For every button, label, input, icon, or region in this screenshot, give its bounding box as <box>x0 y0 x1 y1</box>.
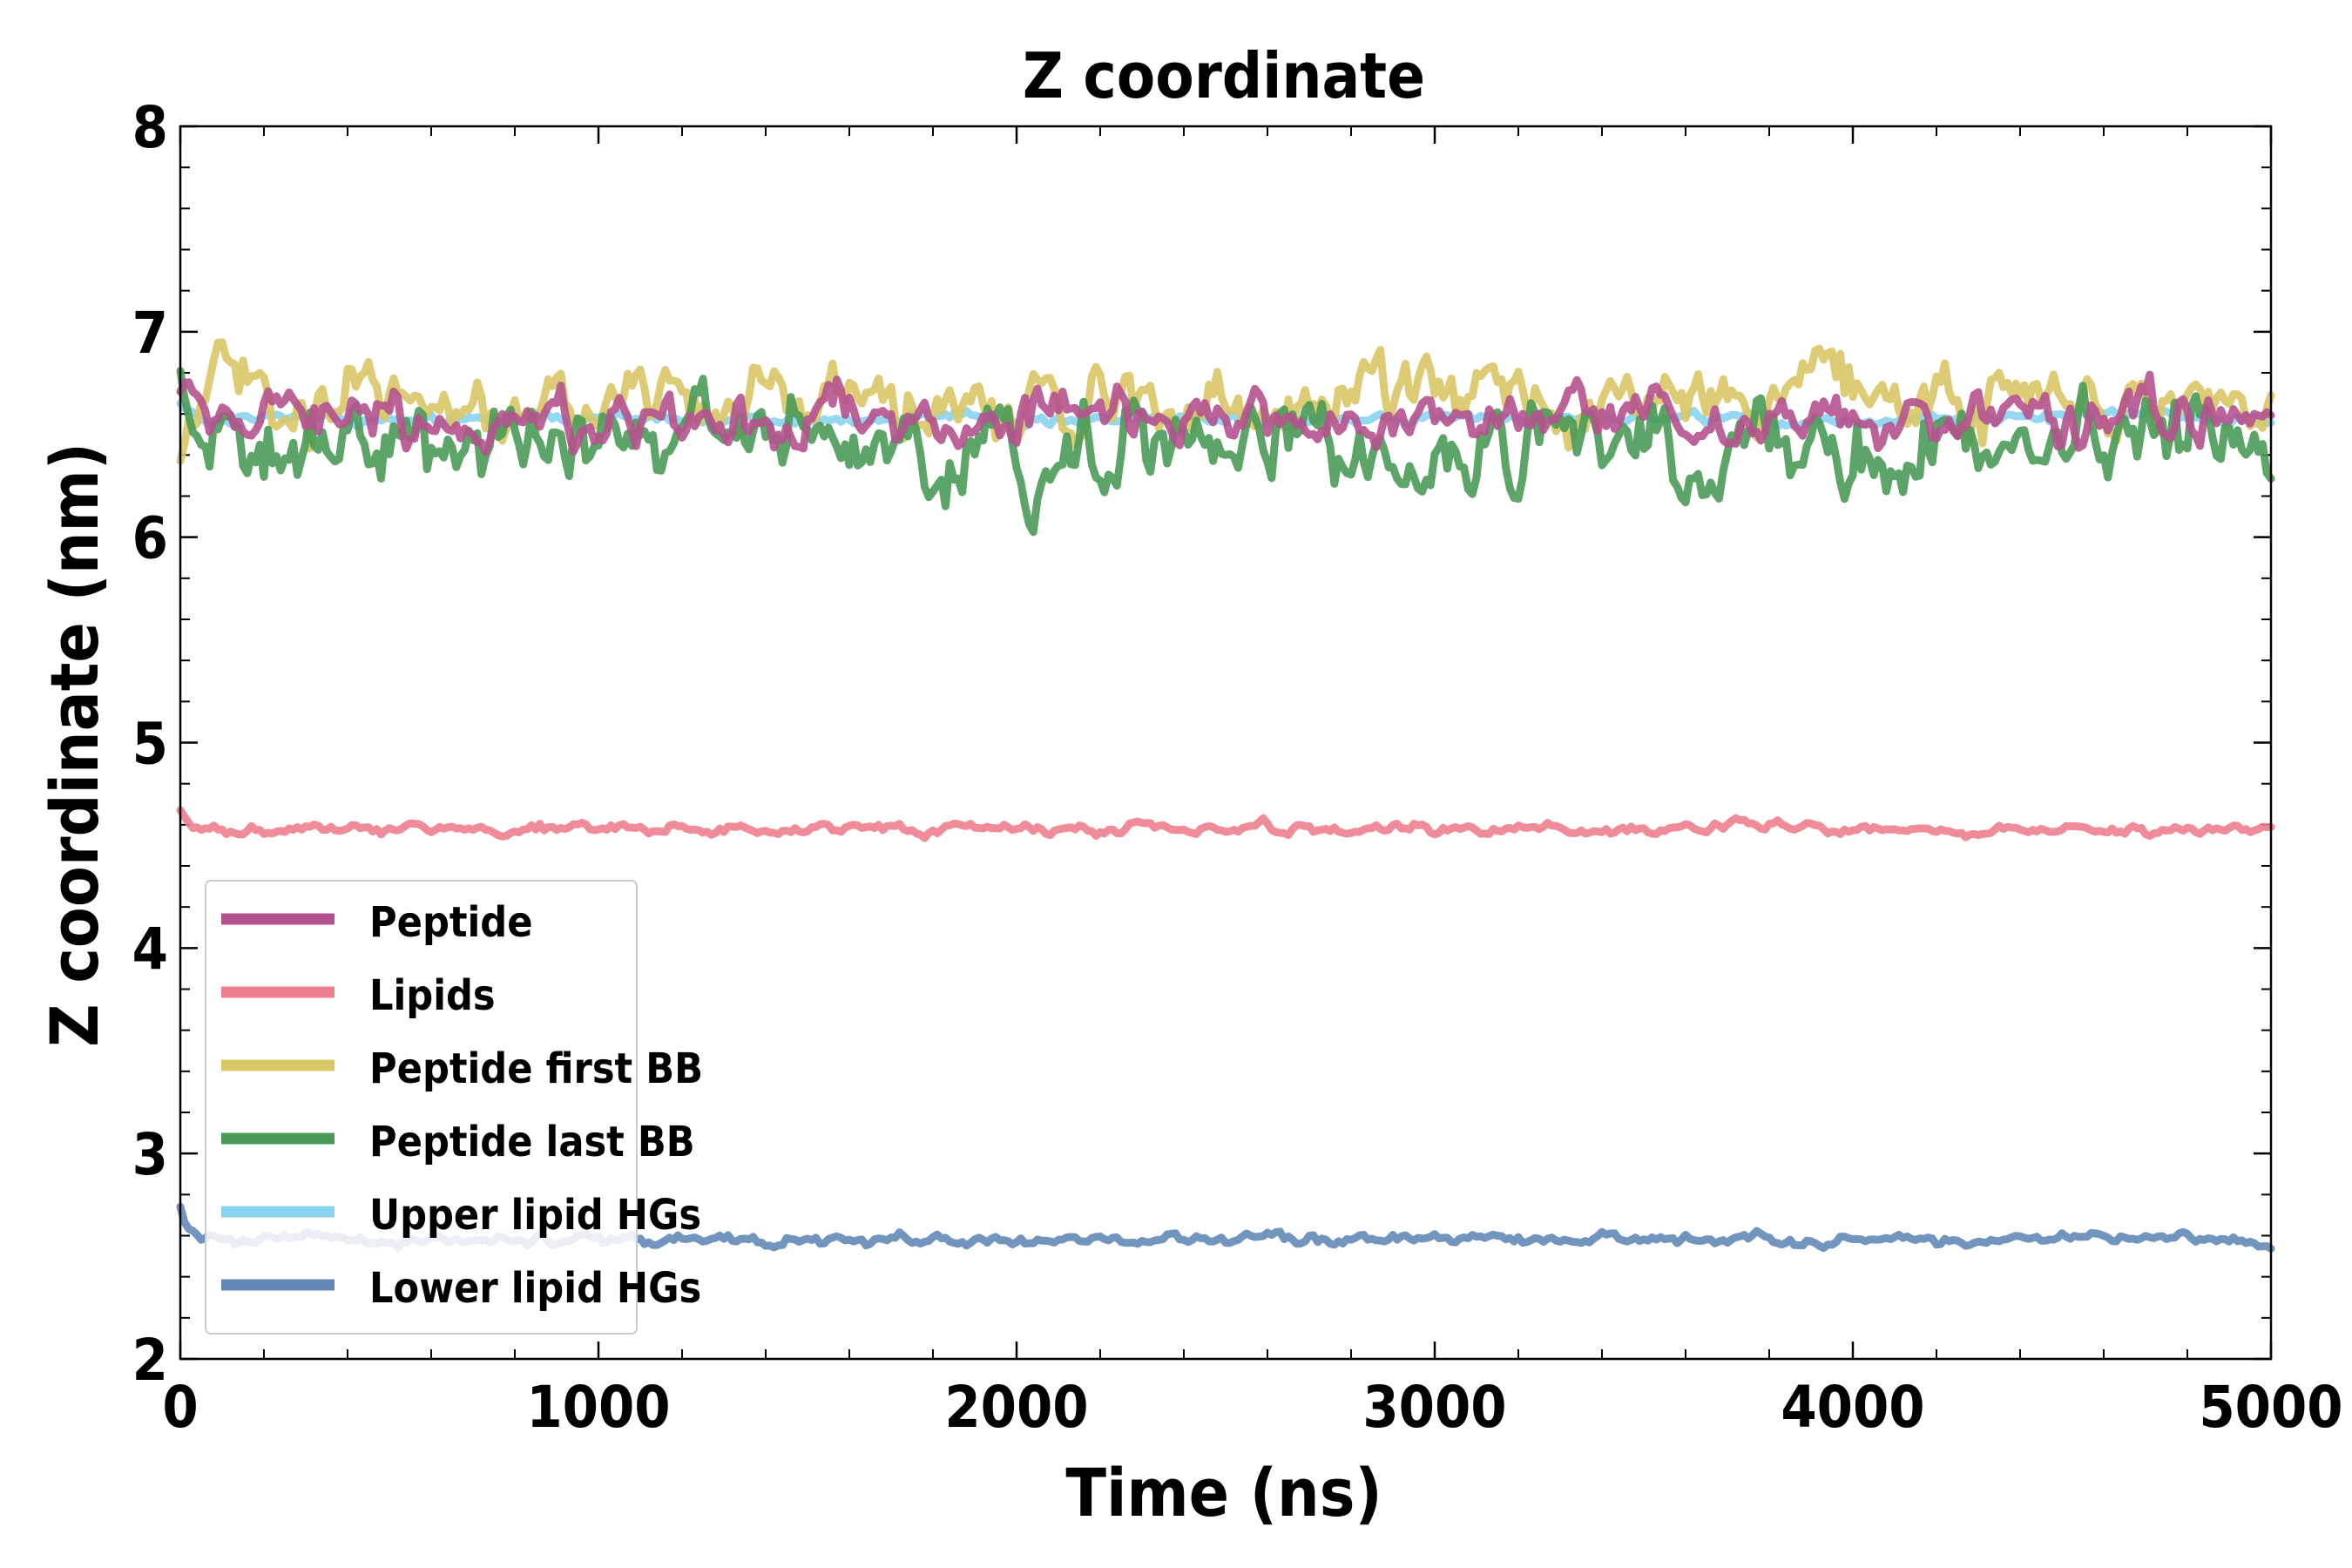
series-line-peptide-last-bb <box>176 367 2275 537</box>
series-layer <box>176 338 2275 1253</box>
legend-label: Lower lipid HGs <box>369 1264 701 1313</box>
x-axis-label: Time (ns) <box>1065 1454 1382 1531</box>
y-tick-label: 6 <box>132 505 168 572</box>
series-line-lipids <box>176 806 2275 842</box>
series-line-peptide <box>176 370 2275 456</box>
y-tick-label: 5 <box>132 711 168 778</box>
x-tick-label: 1000 <box>526 1374 670 1441</box>
legend: Peptide Lipids Peptide first BB Peptide las… <box>205 880 703 1335</box>
legend-label: Peptide <box>369 898 533 947</box>
axis-ticks: 0 1000 2000 3000 4000 5000 2 3 4 5 6 7 8 <box>132 94 2343 1441</box>
legend-label: Lipids <box>369 971 496 1020</box>
chart-title: Z coordinate <box>1023 39 1425 112</box>
x-tick-label: 5000 <box>2199 1374 2342 1441</box>
x-tick-label: 4000 <box>1781 1374 1924 1441</box>
y-tick-label: 8 <box>132 94 168 161</box>
y-tick-label: 3 <box>132 1121 168 1188</box>
y-axis-label: Z coordinate (nm) <box>36 443 113 1047</box>
legend-label: Peptide first BB <box>369 1044 703 1093</box>
y-tick-label: 7 <box>132 300 168 367</box>
x-tick-label: 3000 <box>1362 1374 1506 1441</box>
y-tick-label: 2 <box>132 1327 168 1394</box>
legend-label: Upper lipid HGs <box>369 1191 701 1240</box>
x-tick-label: 2000 <box>944 1374 1088 1441</box>
legend-label: Peptide last BB <box>369 1118 695 1166</box>
plot-frame <box>179 125 2273 1361</box>
x-tick-label: 0 <box>162 1374 198 1441</box>
y-tick-label: 4 <box>132 916 168 983</box>
